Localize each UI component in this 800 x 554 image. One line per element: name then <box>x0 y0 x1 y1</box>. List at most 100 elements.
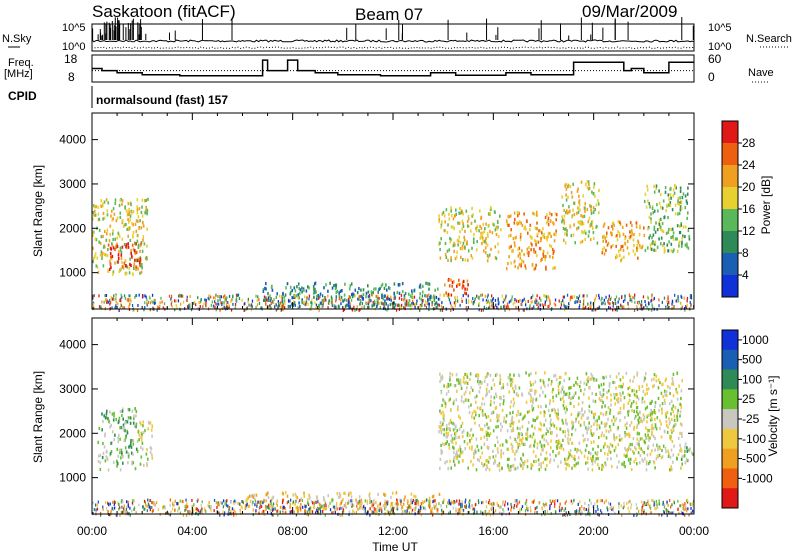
ground-scatter-cell <box>650 294 653 298</box>
ground-scatter-cell <box>151 509 154 513</box>
ground-scatter-cell <box>269 294 271 298</box>
data-cell <box>645 436 647 441</box>
data-cell <box>500 452 502 456</box>
ground-scatter-cell <box>282 505 284 509</box>
data-cell <box>466 431 469 435</box>
data-cell <box>495 392 497 396</box>
ground-scatter-cell <box>488 499 491 502</box>
ground-scatter-cell <box>536 303 538 306</box>
data-cell <box>389 287 391 291</box>
ground-scatter-cell <box>369 296 371 300</box>
ground-scatter-cell <box>357 501 359 505</box>
data-cell <box>605 463 607 467</box>
data-cell <box>593 440 595 444</box>
data-cell <box>663 216 665 220</box>
data-cell <box>487 255 490 259</box>
data-cell <box>543 437 545 442</box>
data-cell <box>677 212 679 216</box>
data-cell <box>105 238 108 242</box>
data-cell <box>672 250 674 254</box>
data-cell <box>98 426 101 430</box>
data-cell <box>128 408 131 412</box>
ground-scatter-cell <box>450 502 452 506</box>
ground-scatter-cell <box>640 304 642 308</box>
data-cell <box>627 392 630 396</box>
data-cell <box>459 246 462 251</box>
data-cell <box>132 210 135 214</box>
data-cell <box>582 439 585 443</box>
data-cell <box>578 221 581 225</box>
data-cell <box>611 419 613 423</box>
data-cell <box>419 285 422 289</box>
data-cell <box>561 387 564 391</box>
data-cell <box>437 303 439 307</box>
ground-scatter-cell <box>525 507 528 511</box>
ground-scatter-cell <box>358 298 360 302</box>
ground-scatter-cell <box>250 304 252 308</box>
data-cell <box>449 378 451 382</box>
ground-scatter-cell <box>386 308 388 312</box>
data-cell <box>127 245 130 249</box>
ground-scatter-cell <box>302 505 304 509</box>
ground-scatter-cell <box>674 293 676 297</box>
ground-scatter-cell <box>307 513 309 517</box>
ground-scatter-cell <box>356 504 358 508</box>
ground-scatter-cell <box>564 305 566 309</box>
data-cell <box>615 386 617 390</box>
ground-scatter-cell <box>386 510 388 514</box>
ground-scatter-cell <box>225 303 228 307</box>
data-cell <box>344 282 346 286</box>
data-cell <box>339 493 342 497</box>
data-cell <box>654 242 656 246</box>
data-cell <box>653 225 656 229</box>
data-cell <box>619 411 622 415</box>
ground-scatter-cell <box>334 511 336 515</box>
data-cell <box>512 237 515 241</box>
data-cell <box>382 504 385 508</box>
data-cell <box>613 223 615 227</box>
ground-scatter-cell <box>534 511 536 515</box>
data-cell <box>141 447 144 451</box>
ground-scatter-cell <box>353 305 355 309</box>
data-cell <box>450 439 452 443</box>
data-cell <box>442 420 444 424</box>
data-cell <box>568 386 570 390</box>
data-cell <box>517 466 519 470</box>
data-cell <box>481 409 484 413</box>
y-tick-label: 4000 <box>59 133 86 147</box>
ground-scatter-cell <box>435 295 438 299</box>
ground-scatter-cell <box>212 304 215 308</box>
data-cell <box>534 418 537 423</box>
ground-scatter-cell <box>624 298 626 302</box>
data-cell <box>651 432 653 436</box>
data-cell <box>531 463 534 467</box>
data-cell <box>590 410 593 414</box>
data-cell <box>680 206 683 210</box>
ground-scatter-cell <box>182 513 185 517</box>
data-cell <box>466 442 469 446</box>
data-cell <box>365 291 368 295</box>
ground-scatter-cell <box>515 502 517 505</box>
ground-scatter-cell <box>486 295 489 299</box>
ground-scatter-cell <box>264 299 266 302</box>
ground-scatter-cell <box>441 508 443 512</box>
ground-scatter-cell <box>653 500 655 504</box>
ground-scatter-cell <box>503 510 505 514</box>
data-cell <box>138 226 140 230</box>
data-cell <box>692 452 694 456</box>
data-cell <box>130 451 133 455</box>
data-cell <box>468 405 470 409</box>
data-cell <box>549 414 551 418</box>
data-cell <box>495 394 498 398</box>
data-cell <box>590 432 593 436</box>
data-cell <box>110 266 112 270</box>
data-cell <box>134 467 137 471</box>
ground-scatter-cell <box>232 302 234 306</box>
ground-scatter-cell <box>414 305 416 309</box>
data-cell <box>638 440 640 444</box>
ground-scatter-cell <box>617 300 619 304</box>
data-cell <box>92 210 94 215</box>
ground-scatter-cell <box>492 513 495 517</box>
data-cell <box>609 428 612 432</box>
ground-scatter-cell <box>605 499 607 503</box>
